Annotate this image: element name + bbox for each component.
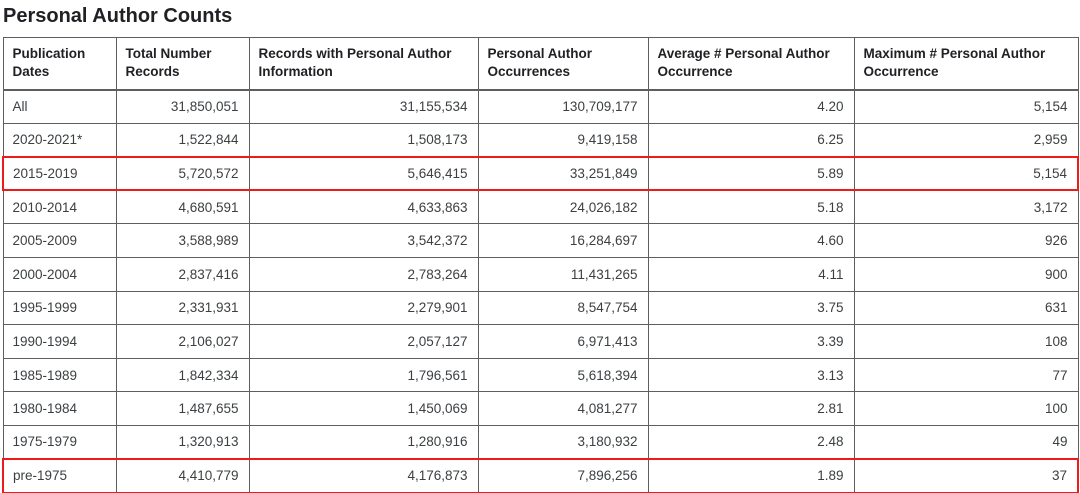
table-cell: 6,971,413 [477,324,649,359]
table-cell: 4,081,277 [477,391,649,426]
cell-publication-dates: 2020-2021* [2,122,117,158]
personal-author-counts-table: Publication Dates Total Number Records Rec… [2,37,1079,493]
table-cell: 2,959 [853,122,1079,158]
table-cell: 3.39 [647,324,855,359]
table-row: 2005-2009 3,588,989 3,542,372 16,284,697 4.6… [2,223,1079,258]
cell-publication-dates: pre-1975 [2,458,117,493]
table-cell: 8,547,754 [477,290,649,326]
table-cell: 2.48 [647,424,855,460]
table-cell: 3,588,989 [115,223,250,258]
table-cell: 7,896,256 [477,458,649,493]
table-cell: 33,251,849 [477,155,649,192]
table-cell: 5.18 [647,189,855,225]
table-cell: 1,508,173 [248,122,479,158]
table-row: 2000-2004 2,837,416 2,783,264 11,431,265 4.1… [2,256,1079,292]
table-cell: 31,155,534 [248,89,479,124]
table-cell: 2,331,931 [115,290,250,326]
table-cell: 100 [853,391,1079,426]
table-cell: 4.20 [647,89,855,124]
cell-publication-dates: 1975-1979 [2,424,117,460]
table-cell: 3,172 [853,189,1079,225]
table-row: 1980-1984 1,487,655 1,450,069 4,081,277 2.81… [2,391,1079,426]
table-row-highlighted: 2015-2019 5,720,572 5,646,415 33,251,849 5.8… [2,155,1079,192]
cell-publication-dates: 2000-2004 [2,256,117,292]
column-header-2: Total Number Records [115,37,250,91]
table-row: 1995-1999 2,331,931 2,279,901 8,547,754 3.75… [2,290,1079,326]
table-cell: 1,280,916 [248,424,479,460]
table-cell: 2,783,264 [248,256,479,292]
table-cell: 4,410,779 [115,458,250,493]
table-cell: 5,154 [853,155,1079,192]
cell-publication-dates: 1980-1984 [2,391,117,426]
table-cell: 5.89 [647,155,855,192]
table-cell: 77 [853,357,1079,393]
cell-publication-dates: 2010-2014 [2,189,117,225]
table-cell: 900 [853,256,1079,292]
table-cell: 4,680,591 [115,189,250,225]
table-cell: 1,450,069 [248,391,479,426]
table-cell: 108 [853,324,1079,359]
column-header-6: Maximum # Personal Author Occurrence [853,37,1079,91]
table-cell: 631 [853,290,1079,326]
table-cell: 37 [853,458,1079,493]
table-cell: 49 [853,424,1079,460]
table-cell: 926 [853,223,1079,258]
table-row: 1985-1989 1,842,334 1,796,561 5,618,394 3.13… [2,357,1079,393]
cell-publication-dates: 1985-1989 [2,357,117,393]
table-cell: 5,618,394 [477,357,649,393]
table-cell: 2,106,027 [115,324,250,359]
table-row-highlighted: pre-1975 4,410,779 4,176,873 7,896,256 1.89 3… [2,458,1079,493]
table-row: All 31,850,051 31,155,534 130,709,177 4.20 5,… [2,89,1079,124]
table-cell: 3.75 [647,290,855,326]
table-body: All 31,850,051 31,155,534 130,709,177 4.20 5,… [2,89,1079,493]
table-header-row: Publication Dates Total Number Records Rec… [2,37,1079,91]
column-header-3: Records with Personal Author Information [248,37,479,91]
cell-publication-dates: 2005-2009 [2,223,117,258]
table-cell: 1,320,913 [115,424,250,460]
table-cell: 3,180,932 [477,424,649,460]
table-cell: 1,487,655 [115,391,250,426]
table-cell: 1,842,334 [115,357,250,393]
table-cell: 5,720,572 [115,155,250,192]
table-cell: 2,837,416 [115,256,250,292]
table-cell: 3,542,372 [248,223,479,258]
table-cell: 3.13 [647,357,855,393]
table-cell: 130,709,177 [477,89,649,124]
column-header-4: Personal Author Occurrences [477,37,649,91]
table-cell: 2,279,901 [248,290,479,326]
table-row: 2020-2021* 1,522,844 1,508,173 9,419,158 6.2… [2,122,1079,158]
table-row: 1975-1979 1,320,913 1,280,916 3,180,932 2.48… [2,424,1079,460]
table-cell: 31,850,051 [115,89,250,124]
table-cell: 4,176,873 [248,458,479,493]
table-cell: 24,026,182 [477,189,649,225]
table-cell: 4,633,863 [248,189,479,225]
column-header-5: Average # Personal Author Occurrence [647,37,855,91]
table-cell: 1,796,561 [248,357,479,393]
table-cell: 4.60 [647,223,855,258]
table-cell: 2,057,127 [248,324,479,359]
table-cell: 5,154 [853,89,1079,124]
table-cell: 6.25 [647,122,855,158]
cell-publication-dates: 1995-1999 [2,290,117,326]
table-cell: 1,522,844 [115,122,250,158]
cell-publication-dates: 2015-2019 [2,155,117,192]
cell-publication-dates: 1990-1994 [2,324,117,359]
cell-publication-dates: All [2,89,117,124]
table-cell: 1.89 [647,458,855,493]
table-cell: 2.81 [647,391,855,426]
table-row: 1990-1994 2,106,027 2,057,127 6,971,413 3.39… [2,324,1079,359]
column-header-1: Publication Dates [2,37,117,91]
table-row: 2010-2014 4,680,591 4,633,863 24,026,182 5.1… [2,189,1079,225]
table-cell: 4.11 [647,256,855,292]
table-cell: 11,431,265 [477,256,649,292]
table-cell: 9,419,158 [477,122,649,158]
table-header: Publication Dates Total Number Records Rec… [2,37,1079,91]
table-cell: 16,284,697 [477,223,649,258]
table-cell: 5,646,415 [248,155,479,192]
page-title: Personal Author Counts [3,5,233,27]
